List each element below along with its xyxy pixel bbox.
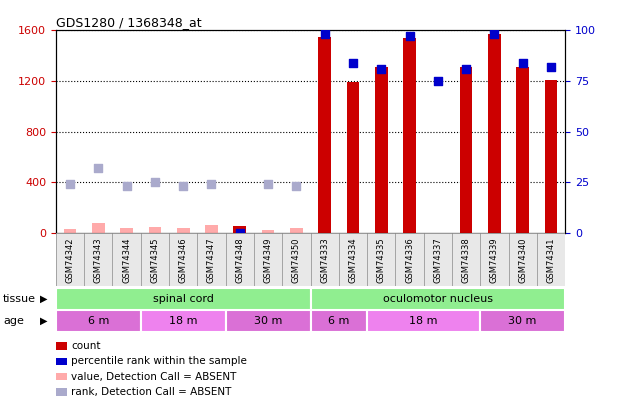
- Text: GSM74342: GSM74342: [66, 237, 75, 283]
- Text: ▶: ▶: [40, 316, 48, 326]
- Text: GSM74347: GSM74347: [207, 237, 216, 283]
- Bar: [537, 233, 565, 286]
- Text: GSM74344: GSM74344: [122, 237, 131, 283]
- Text: percentile rank within the sample: percentile rank within the sample: [71, 356, 247, 366]
- Text: GSM74339: GSM74339: [490, 237, 499, 283]
- Bar: [516, 67, 529, 233]
- Point: [178, 183, 188, 190]
- Bar: [120, 228, 133, 233]
- Point: [376, 66, 386, 72]
- Text: spinal cord: spinal cord: [153, 294, 214, 304]
- Point: [489, 31, 499, 38]
- Bar: [403, 38, 416, 233]
- Text: GSM74333: GSM74333: [320, 237, 329, 283]
- Bar: [148, 227, 161, 233]
- Bar: [339, 233, 367, 286]
- Text: GSM74343: GSM74343: [94, 237, 103, 283]
- Text: GSM74338: GSM74338: [461, 237, 471, 283]
- Bar: [56, 233, 84, 286]
- Point: [207, 181, 217, 188]
- Bar: [225, 233, 254, 286]
- Point: [263, 181, 273, 188]
- Bar: [452, 233, 480, 286]
- Bar: [112, 233, 141, 286]
- Bar: [480, 233, 509, 286]
- Text: 30 m: 30 m: [509, 316, 537, 326]
- Bar: [480, 310, 565, 332]
- Bar: [460, 67, 473, 233]
- Text: rank, Detection Call = ABSENT: rank, Detection Call = ABSENT: [71, 387, 232, 397]
- Text: GSM74348: GSM74348: [235, 237, 244, 283]
- Point: [235, 230, 245, 236]
- Point: [320, 31, 330, 38]
- Text: GSM74346: GSM74346: [179, 237, 188, 283]
- Point: [461, 66, 471, 72]
- Bar: [205, 225, 218, 233]
- Point: [65, 181, 75, 188]
- Text: GSM74350: GSM74350: [292, 237, 301, 283]
- Bar: [375, 67, 388, 233]
- Bar: [233, 226, 246, 233]
- Point: [546, 64, 556, 70]
- Bar: [84, 233, 112, 286]
- Text: age: age: [3, 316, 24, 326]
- Point: [93, 165, 103, 171]
- Bar: [488, 34, 501, 233]
- Text: 6 m: 6 m: [328, 316, 350, 326]
- Point: [291, 183, 301, 190]
- Text: GSM74341: GSM74341: [546, 237, 555, 283]
- Bar: [424, 233, 452, 286]
- Bar: [169, 233, 197, 286]
- Bar: [319, 37, 331, 233]
- Text: GDS1280 / 1368348_at: GDS1280 / 1368348_at: [56, 16, 202, 29]
- Point: [122, 183, 132, 190]
- Bar: [197, 233, 225, 286]
- Bar: [92, 223, 105, 233]
- Bar: [509, 233, 537, 286]
- Text: 18 m: 18 m: [169, 316, 197, 326]
- Bar: [347, 82, 360, 233]
- Bar: [225, 310, 310, 332]
- Text: GSM74337: GSM74337: [433, 237, 442, 283]
- Point: [348, 60, 358, 66]
- Text: GSM74336: GSM74336: [405, 237, 414, 283]
- Bar: [282, 233, 310, 286]
- Bar: [290, 228, 302, 233]
- Bar: [177, 228, 189, 233]
- Point: [404, 33, 414, 40]
- Bar: [64, 229, 76, 233]
- Text: value, Detection Call = ABSENT: value, Detection Call = ABSENT: [71, 372, 237, 382]
- Bar: [56, 310, 141, 332]
- Text: GSM74334: GSM74334: [348, 237, 358, 283]
- Bar: [396, 233, 424, 286]
- Text: GSM74340: GSM74340: [518, 237, 527, 283]
- Bar: [367, 310, 480, 332]
- Text: 18 m: 18 m: [409, 316, 438, 326]
- Text: tissue: tissue: [3, 294, 36, 304]
- Bar: [310, 288, 565, 310]
- Point: [150, 179, 160, 185]
- Bar: [367, 233, 396, 286]
- Bar: [545, 80, 557, 233]
- Text: 6 m: 6 m: [88, 316, 109, 326]
- Text: GSM74335: GSM74335: [377, 237, 386, 283]
- Text: oculomotor nucleus: oculomotor nucleus: [383, 294, 493, 304]
- Text: 30 m: 30 m: [254, 316, 283, 326]
- Point: [433, 78, 443, 84]
- Bar: [254, 233, 282, 286]
- Bar: [261, 230, 274, 233]
- Bar: [56, 288, 310, 310]
- Bar: [141, 310, 225, 332]
- Text: ▶: ▶: [40, 294, 48, 304]
- Bar: [141, 233, 169, 286]
- Bar: [310, 233, 339, 286]
- Bar: [310, 310, 367, 332]
- Text: GSM74349: GSM74349: [263, 237, 273, 283]
- Text: GSM74345: GSM74345: [150, 237, 160, 283]
- Text: count: count: [71, 341, 101, 351]
- Point: [518, 60, 528, 66]
